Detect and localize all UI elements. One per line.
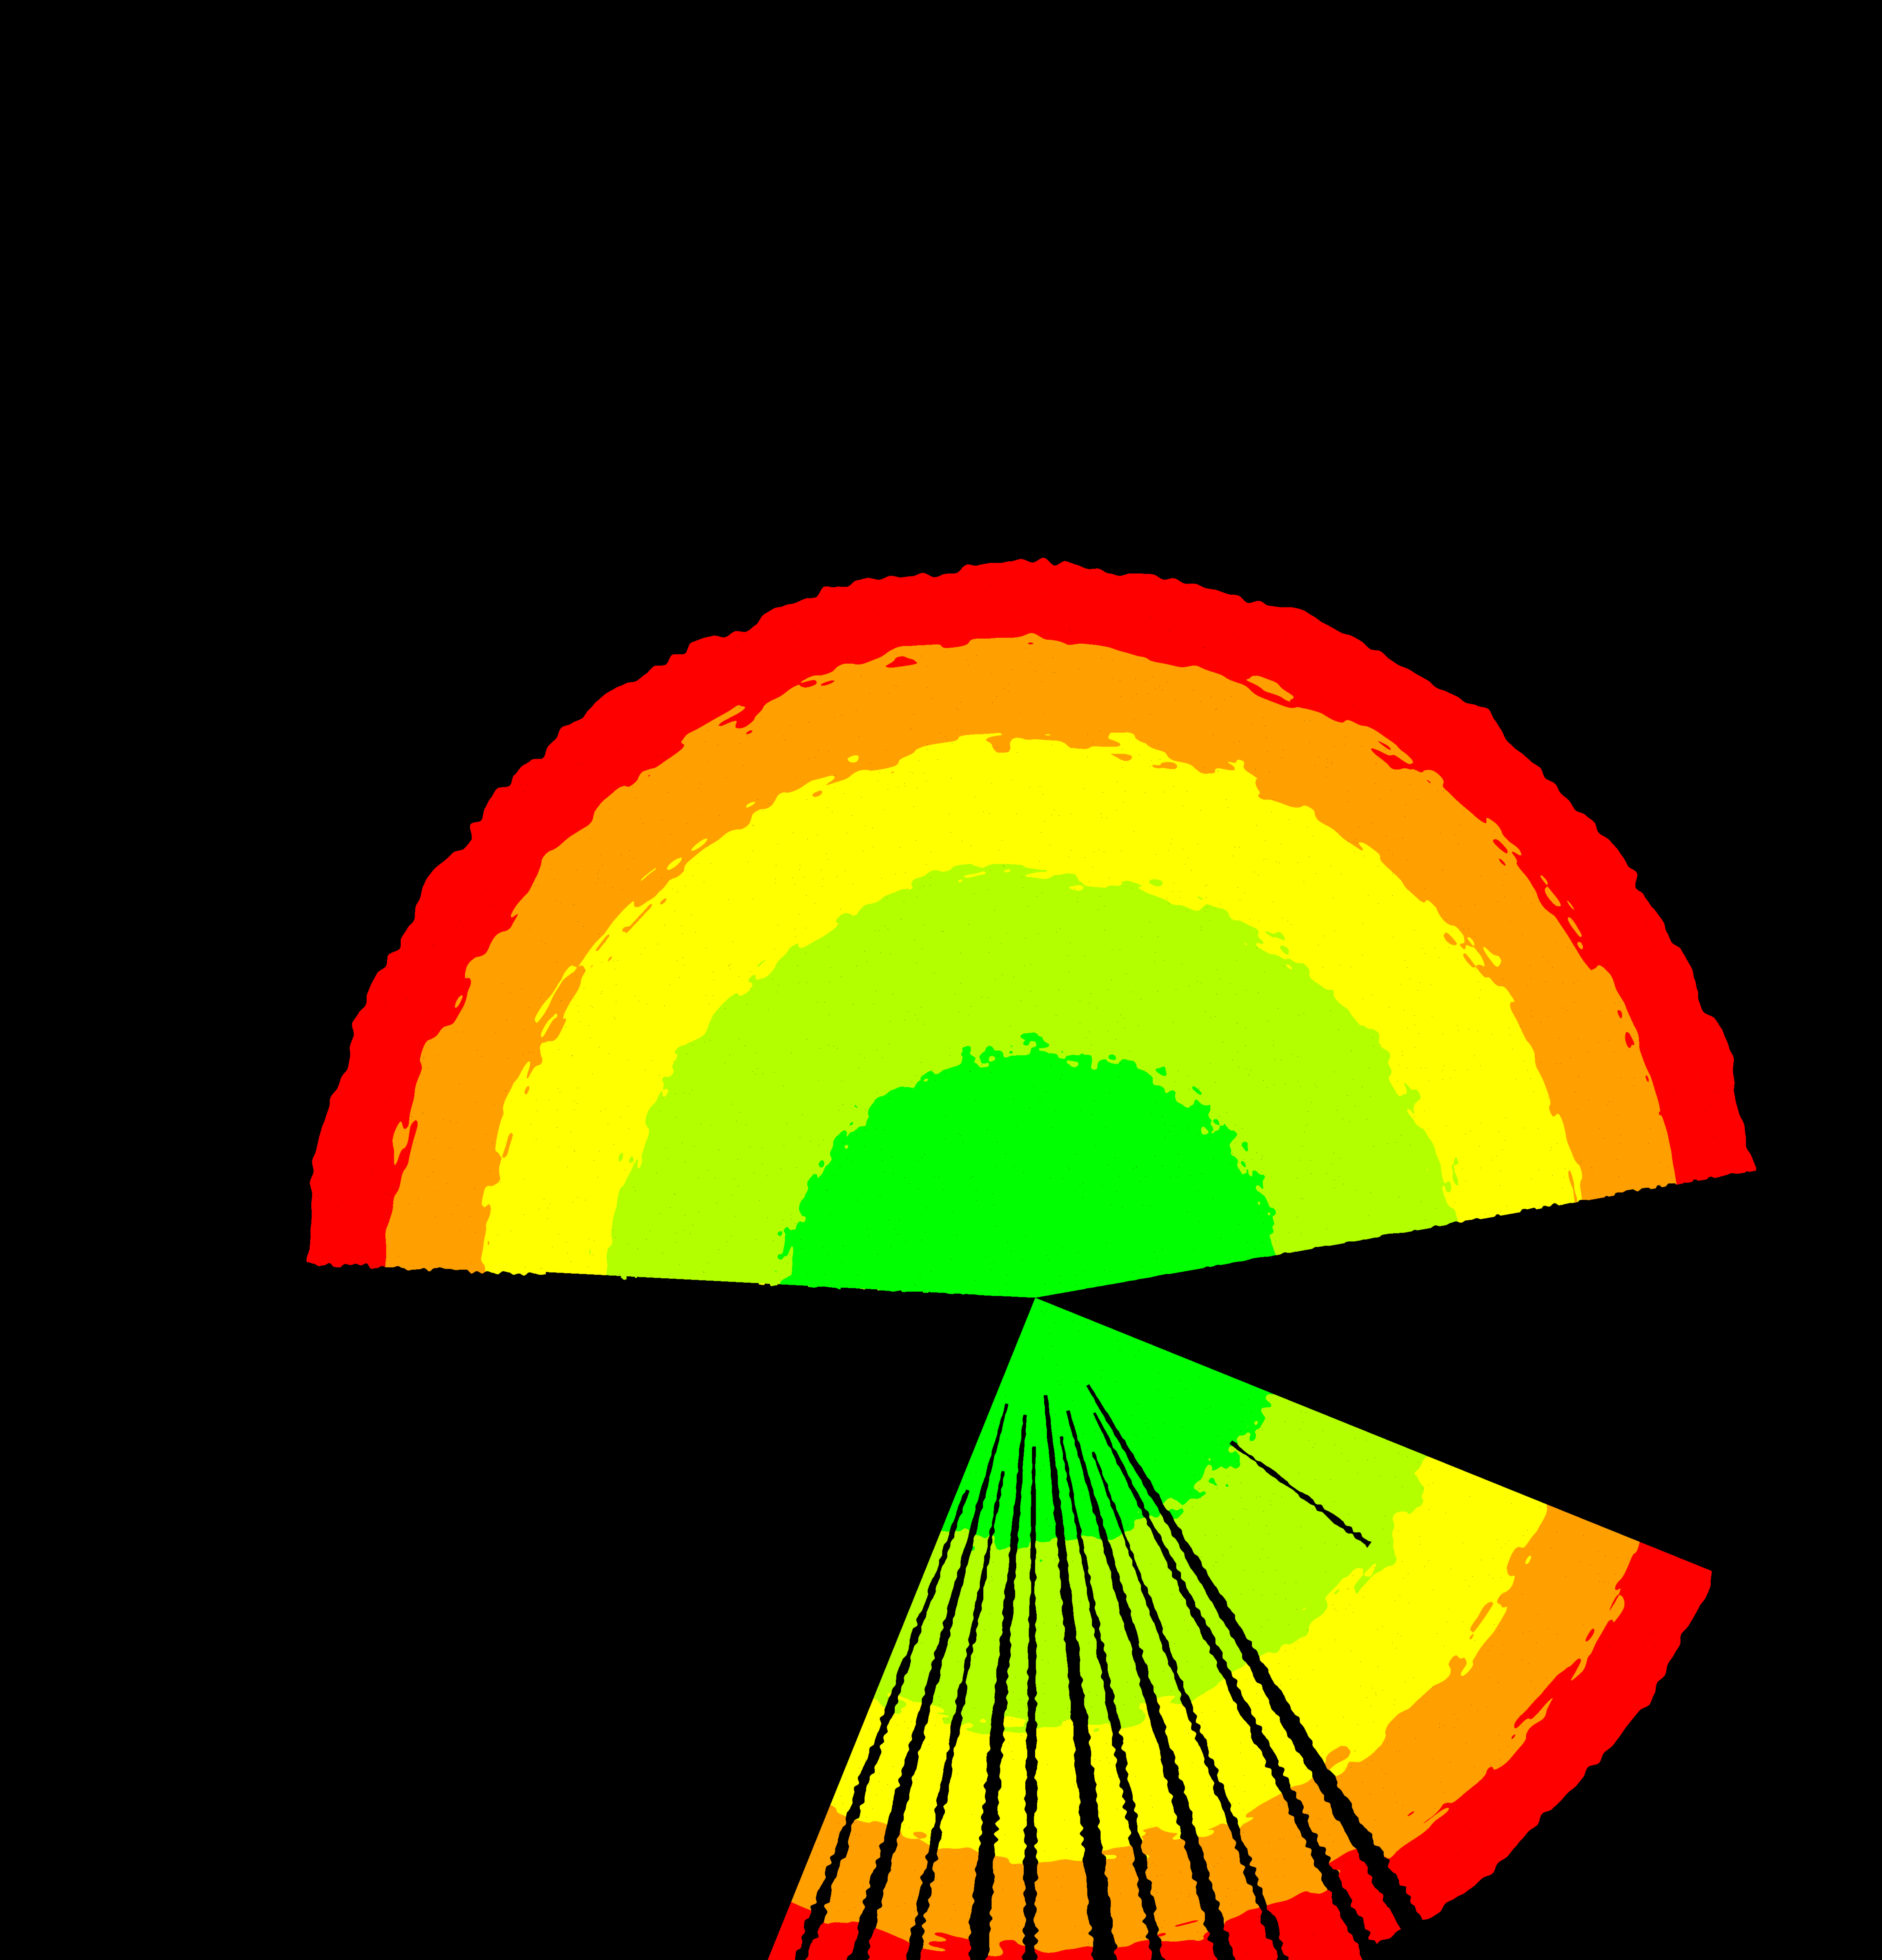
coverage-map-stage: RF Signal Coverage / Viewshed Map Receiv…: [0, 0, 1882, 1960]
rf-coverage-canvas: [0, 0, 1882, 1960]
